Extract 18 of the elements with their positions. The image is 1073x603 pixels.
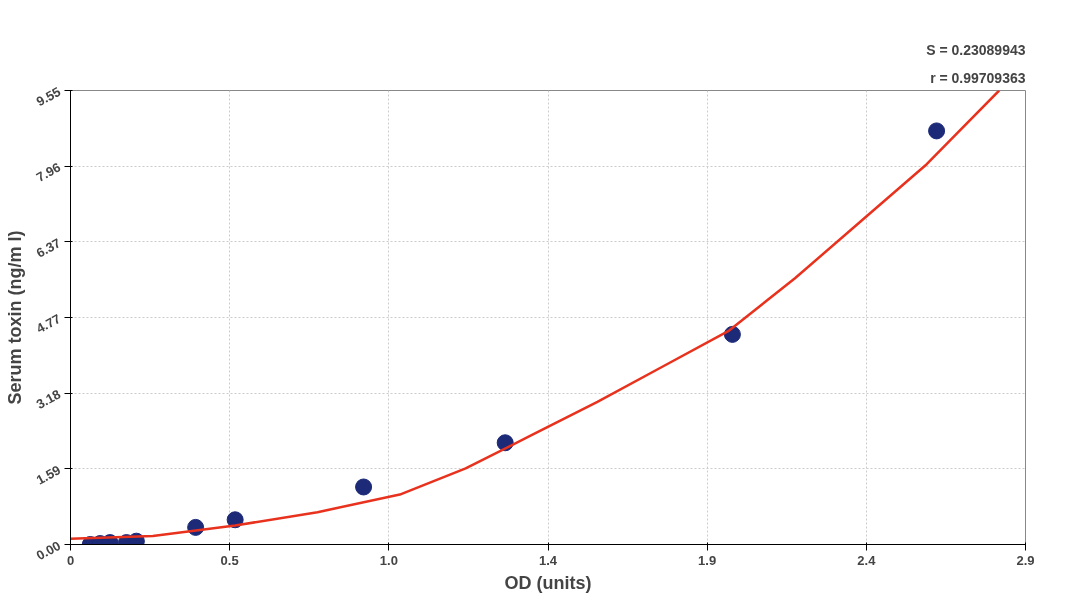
y-tick-label: 1.59 — [33, 462, 64, 488]
y-tick-label: 4.77 — [33, 310, 64, 337]
text: r = 0.99709363 — [930, 69, 1026, 86]
x-tick-label: 1.0 — [379, 552, 398, 568]
x-tick-label: 2.4 — [857, 552, 877, 568]
y-tick-label: 3.18 — [33, 386, 64, 412]
x-tick-label: 1.4 — [538, 552, 558, 568]
y-tick-label: 9.55 — [33, 83, 64, 110]
x-tick-label: 0.5 — [220, 552, 239, 568]
y-tick-label: 6.37 — [33, 235, 64, 261]
x-tick-label: 0 — [66, 552, 75, 568]
text: S = 0.23089943 — [926, 41, 1026, 58]
x-tick-label: 2.9 — [1016, 552, 1035, 568]
x-axis-title: OD (units) — [504, 572, 592, 593]
x-tick-label: 1.9 — [698, 552, 717, 568]
y-axis-title: Serum toxin (ng/m l) — [4, 230, 25, 405]
y-tick-label: 7.96 — [33, 159, 64, 185]
y-tick-label: 0.00 — [33, 537, 64, 564]
